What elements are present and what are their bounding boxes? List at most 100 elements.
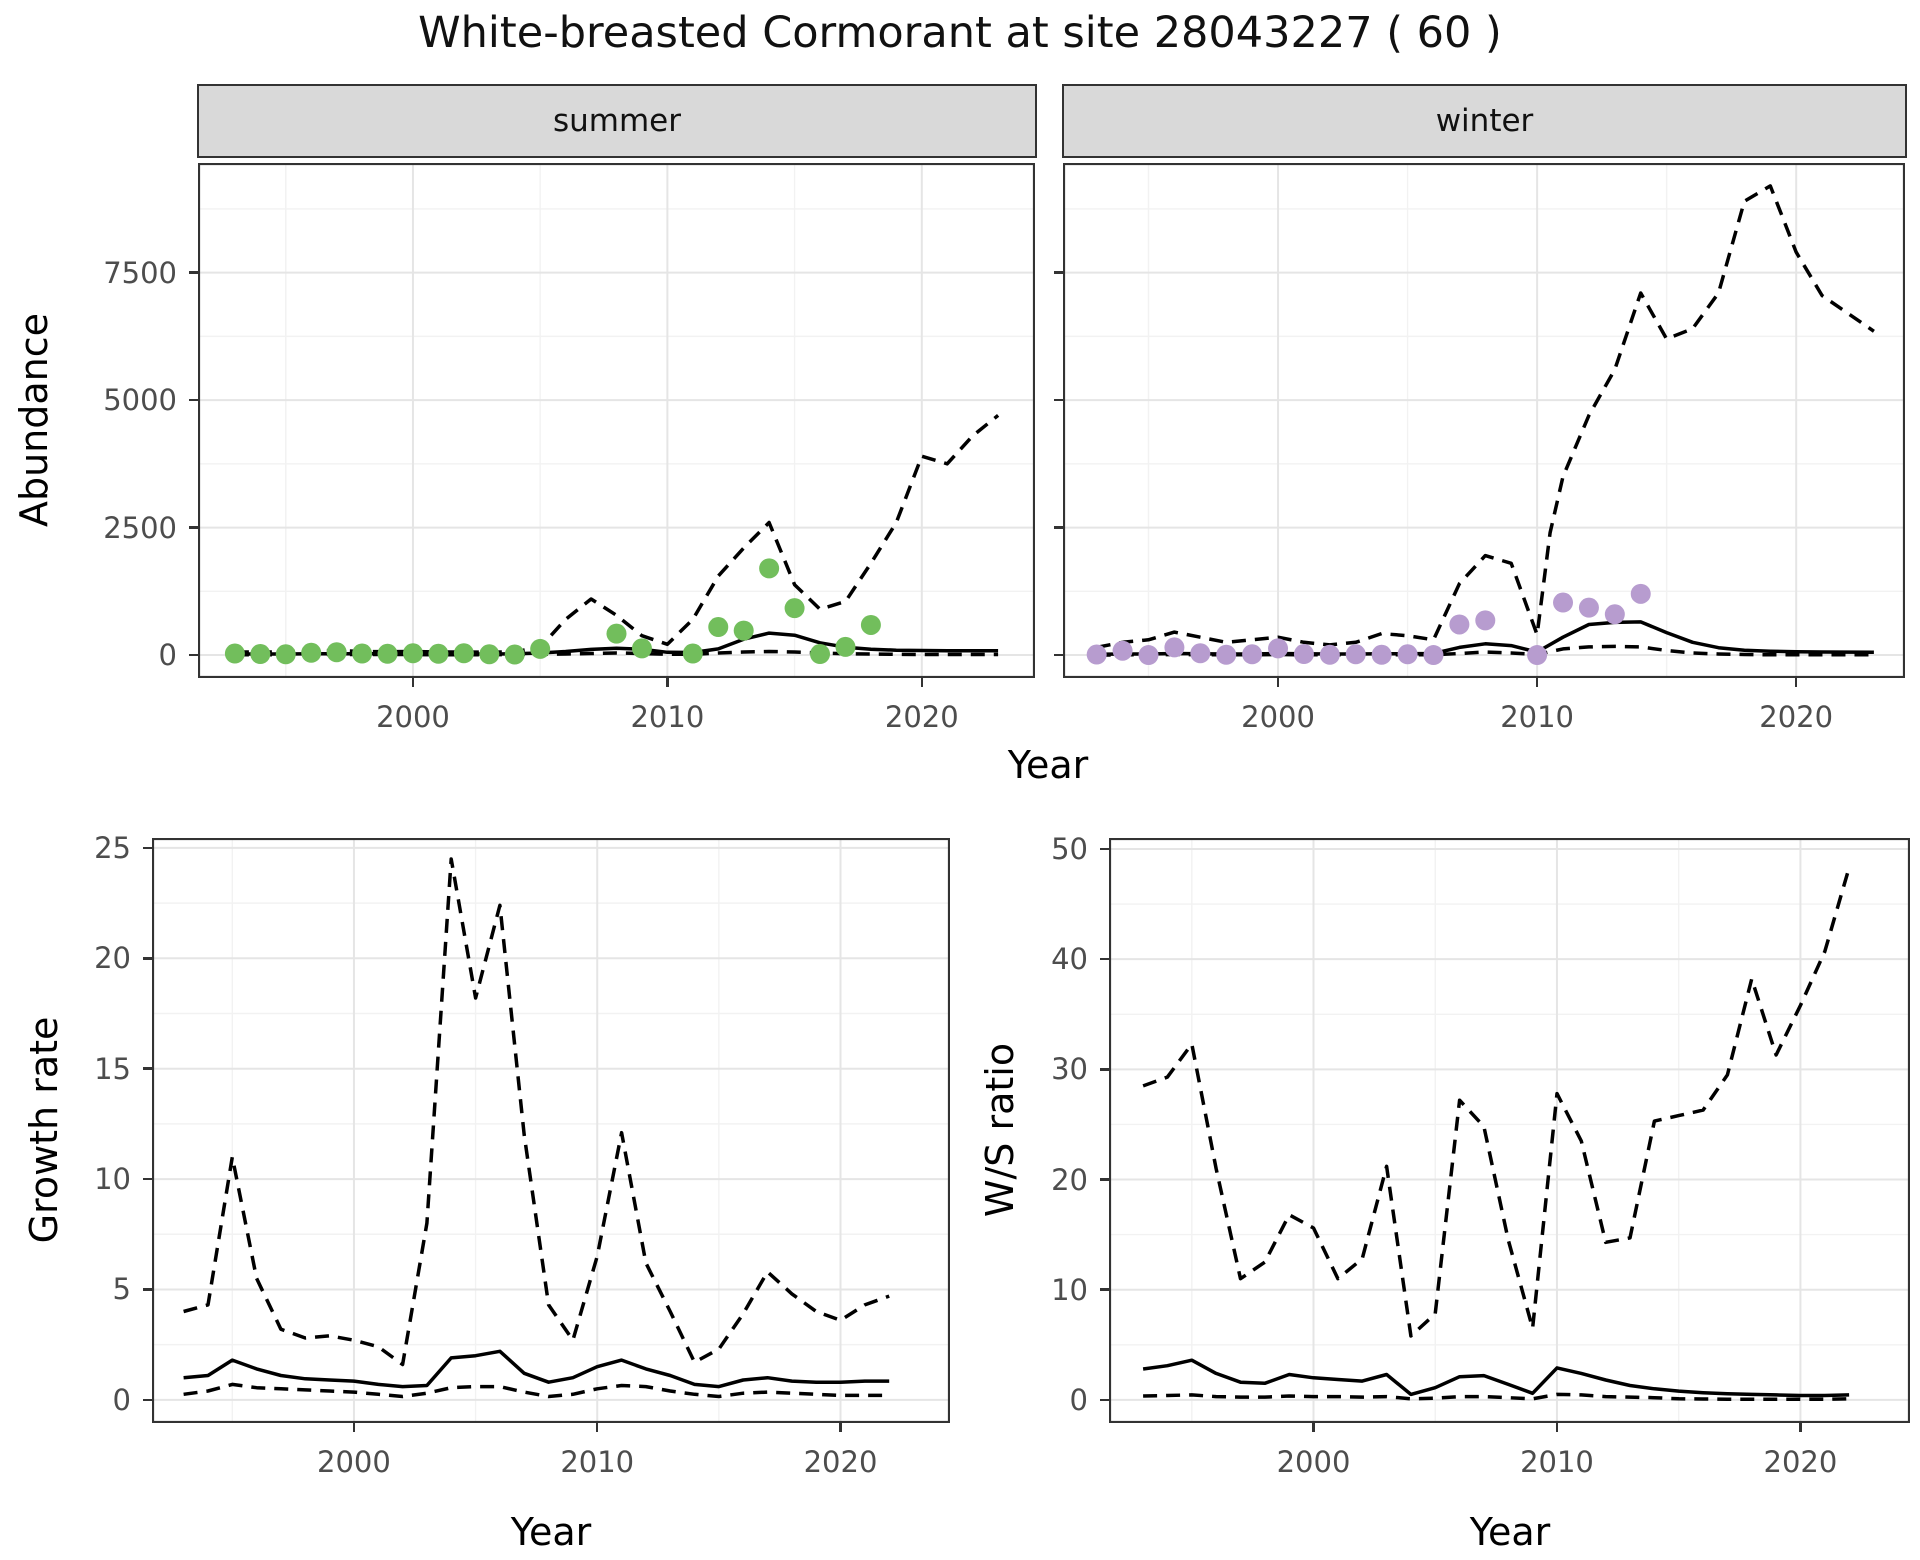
series-lower_95ci xyxy=(1143,1392,1850,1402)
plot-area-growth_rate xyxy=(152,838,950,1423)
observation-point xyxy=(682,643,703,664)
observation-point xyxy=(759,558,780,579)
y-axis-title-growth-rate: Growth rate xyxy=(22,1016,66,1244)
observation-point xyxy=(402,643,423,664)
y-tick-label: 5000 xyxy=(103,383,177,418)
panel-ws-ratio xyxy=(1109,838,1910,1423)
x-tick-mark xyxy=(352,1423,356,1432)
observation-point xyxy=(301,642,322,663)
y-tick-mark xyxy=(189,271,198,274)
observation-point xyxy=(326,642,347,663)
series-lower_95ci xyxy=(183,1382,890,1399)
y-tick-mark xyxy=(1100,1398,1109,1402)
series-median xyxy=(183,1349,890,1389)
series-upper_95ci xyxy=(234,414,1000,655)
observation-point xyxy=(1371,644,1392,665)
x-tick-label: 2020 xyxy=(803,1445,878,1479)
observation-point xyxy=(784,598,805,619)
y-tick-mark xyxy=(1100,1288,1109,1291)
x-tick-label: 2000 xyxy=(1276,1445,1351,1479)
observation-point xyxy=(1216,644,1237,665)
observation-point xyxy=(835,636,856,657)
gridlines-minor xyxy=(1109,838,1910,1423)
x-tick-mark xyxy=(839,1423,842,1432)
observation-point xyxy=(1138,645,1159,666)
x-tick-label: 2000 xyxy=(376,700,450,734)
panel-border xyxy=(1063,163,1905,678)
y-tick-mark xyxy=(1054,653,1063,657)
x-tick-mark xyxy=(595,1423,599,1432)
y-tick-mark xyxy=(1100,957,1109,961)
y-tick-mark xyxy=(1100,1178,1109,1181)
y-tick-mark xyxy=(143,957,152,960)
y-tick-mark xyxy=(1054,271,1063,274)
x-axis-title-year-ws: Year xyxy=(1469,1510,1551,1554)
observation-point xyxy=(1319,644,1340,665)
observation-point xyxy=(1604,604,1625,625)
y-tick-mark xyxy=(1100,1068,1109,1071)
observation-point xyxy=(631,638,652,659)
observation-point xyxy=(1449,614,1470,635)
y-axis-title-abundance: Abundance xyxy=(12,312,56,528)
gridlines-minor xyxy=(152,838,950,1423)
y-tick-label: 20 xyxy=(1051,1162,1088,1197)
y-tick-mark xyxy=(1054,398,1063,402)
x-tick-mark xyxy=(666,678,669,687)
observation-point xyxy=(1345,644,1366,665)
series-observations xyxy=(1086,583,1651,666)
observation-point xyxy=(1242,644,1263,665)
plot-area-abundance_summer xyxy=(198,163,1035,678)
x-tick-mark xyxy=(1799,1423,1802,1432)
panel-border xyxy=(152,838,950,1423)
observation-point xyxy=(250,644,271,665)
facet-strip-summer: summer xyxy=(197,84,1037,158)
panel-abundance-summer xyxy=(198,163,1035,678)
x-tick-label: 2010 xyxy=(560,1445,635,1479)
panel-abundance-winter xyxy=(1063,163,1905,678)
observation-point xyxy=(1268,638,1289,659)
series-observations xyxy=(224,558,881,665)
observation-point xyxy=(860,614,881,635)
x-tick-label: 2020 xyxy=(1759,700,1834,734)
observation-point xyxy=(479,644,500,665)
y-tick-label: 0 xyxy=(158,638,177,673)
y-tick-label: 20 xyxy=(94,941,131,976)
plot-area-ws_ratio xyxy=(1109,838,1910,1423)
x-tick-mark xyxy=(920,678,924,687)
x-tick-label: 2020 xyxy=(884,700,959,734)
observation-point xyxy=(1397,644,1418,665)
panel-border xyxy=(1109,838,1910,1423)
gridlines-major xyxy=(1109,838,1910,1423)
observation-point xyxy=(453,643,474,664)
facet-strip-summer-label: summer xyxy=(552,103,681,139)
gridlines-major xyxy=(198,163,1035,678)
observation-point xyxy=(352,643,373,664)
y-tick-label: 40 xyxy=(1051,942,1088,977)
y-tick-mark xyxy=(143,1067,152,1070)
panel-border xyxy=(198,163,1035,678)
x-axis-title-year-growth: Year xyxy=(510,1510,592,1554)
x-tick-label: 2010 xyxy=(1520,1445,1594,1479)
y-tick-mark xyxy=(143,1398,152,1402)
gridlines-major xyxy=(152,838,950,1423)
chart-title: White-breasted Cormorant at site 2804322… xyxy=(418,8,1502,58)
observation-point xyxy=(733,620,754,641)
observation-point xyxy=(1190,643,1211,664)
x-tick-mark xyxy=(411,678,415,687)
observation-point xyxy=(1293,644,1314,665)
y-tick-label: 10 xyxy=(94,1162,131,1197)
observation-point xyxy=(1164,637,1185,658)
panel-growth-rate xyxy=(152,838,950,1423)
observation-point xyxy=(1578,597,1599,618)
observation-point xyxy=(377,643,398,664)
x-tick-mark xyxy=(1312,1423,1315,1432)
series-upper_95ci xyxy=(1096,184,1875,650)
y-tick-mark xyxy=(143,846,152,850)
x-tick-mark xyxy=(1794,678,1798,687)
y-tick-label: 30 xyxy=(1051,1052,1088,1087)
y-tick-label: 50 xyxy=(1051,832,1088,867)
y-tick-label: 25 xyxy=(94,830,131,865)
x-tick-label: 2010 xyxy=(1500,700,1575,734)
facet-strip-winter: winter xyxy=(1062,84,1907,158)
